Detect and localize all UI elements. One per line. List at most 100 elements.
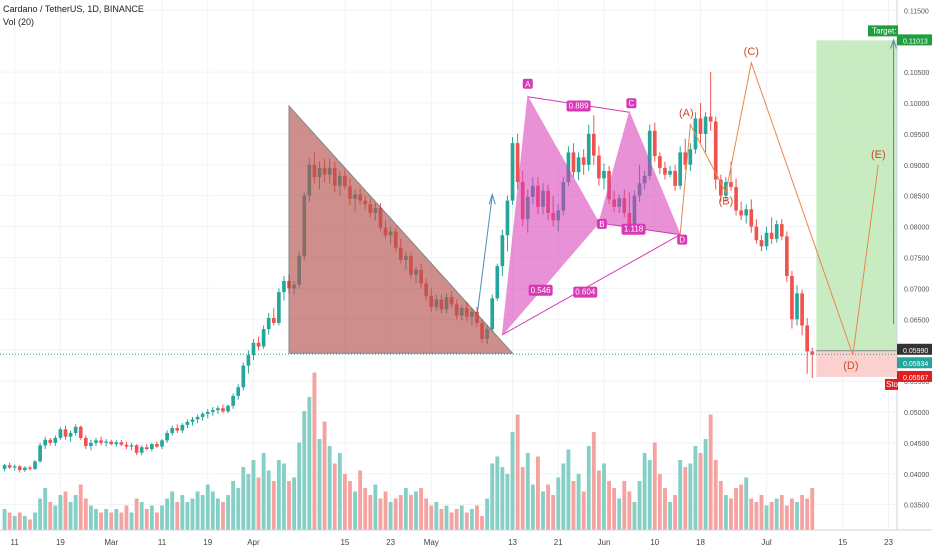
volume-bar — [22, 516, 27, 530]
volume-bar — [134, 498, 139, 530]
volume-bar — [790, 498, 794, 530]
volume-bar — [485, 498, 490, 530]
symbol-title[interactable]: Cardano / TetherUS, 1D, BINANCE — [3, 4, 144, 14]
volume-bar — [510, 432, 515, 530]
candle-body — [78, 426, 83, 438]
volume-bar — [160, 505, 164, 530]
volume-bar — [312, 372, 317, 530]
candle-body — [602, 170, 606, 179]
harmonic-pattern[interactable]: A B C D 0.889 1.118 0.546 0.604 — [501, 78, 688, 337]
volume-bar — [713, 460, 718, 530]
time-tick-label: Apr — [247, 538, 260, 547]
volume-bar — [282, 463, 286, 530]
volume-bar — [348, 481, 352, 530]
price-axis[interactable]: 0.11500 0.10500 0.10000 0.09500 0.09000 0.085… — [868, 0, 932, 550]
harmonic-point-label: B — [599, 220, 604, 229]
price-tick-label: 0.10500 — [904, 70, 929, 77]
harmonic-ratio-badge — [621, 223, 646, 235]
volume-bar — [515, 414, 520, 530]
volume-bar — [58, 495, 63, 530]
candle-body — [114, 442, 119, 445]
volume-bar — [475, 505, 479, 530]
wave-label: (A) — [679, 108, 694, 120]
candle-body — [779, 224, 784, 237]
time-tick-label: 23 — [884, 538, 893, 547]
volume-bar — [657, 474, 662, 530]
candle-body — [28, 467, 32, 469]
volume-bar — [612, 488, 617, 530]
volume-bar — [144, 509, 149, 530]
wave-drawing[interactable]: (A) (B) (C) (D) (E) — [679, 46, 886, 372]
position-zones[interactable] — [0, 38, 898, 377]
price-badge — [897, 34, 932, 46]
candle-body — [7, 465, 12, 468]
candle-body — [647, 130, 652, 176]
candle-body — [678, 152, 683, 186]
volume-bar — [83, 498, 88, 530]
volume-bar — [764, 505, 769, 530]
candle-body — [68, 432, 73, 437]
candle-body — [769, 232, 774, 239]
volume-bar — [439, 509, 444, 530]
volume-bar — [739, 484, 744, 530]
candle-body — [195, 416, 200, 420]
volume-bar — [480, 516, 484, 530]
volume-indicator-label[interactable]: Vol (20) — [3, 17, 35, 27]
candle-body — [226, 405, 230, 412]
candle-body — [495, 266, 500, 299]
candle-body — [713, 121, 718, 180]
candle-body — [652, 130, 657, 157]
candle-body — [749, 209, 754, 227]
volume-bar — [581, 491, 586, 530]
volume-bar — [673, 495, 678, 530]
volume-bar — [292, 477, 297, 530]
triangle-shape — [288, 104, 514, 354]
volume-bar — [779, 495, 784, 530]
candle-body — [12, 466, 17, 468]
volume-bars — [2, 372, 815, 530]
volume-bar — [591, 432, 596, 530]
volume-bar — [490, 463, 495, 530]
time-tick-label: 11 — [11, 538, 20, 547]
harmonic-point-label: D — [679, 236, 685, 245]
candle-body — [43, 439, 48, 446]
volume-bar — [759, 495, 764, 530]
harmonic-point-badge — [677, 234, 688, 245]
candle-body — [505, 200, 510, 236]
price-tick-label: 0.09000 — [904, 163, 929, 170]
triangle-drawing[interactable] — [288, 104, 514, 354]
stop-zone — [816, 350, 897, 377]
time-axis[interactable]: 11 19 Mar 11 19 Apr 15 23 May 13 21 Jun 10 18 Jul 15 23 — [0, 529, 932, 547]
volume-bar — [38, 498, 43, 530]
candle-body — [185, 421, 190, 425]
wave-label: (C) — [744, 46, 759, 58]
price-tick-label: 0.08000 — [904, 225, 929, 232]
volume-bar — [469, 509, 474, 530]
volume-bar — [398, 495, 403, 530]
harmonic-xd-line — [502, 234, 681, 336]
candle-body — [175, 428, 180, 431]
volume-bar — [495, 456, 500, 530]
volume-bar — [378, 498, 383, 530]
volume-bar — [28, 519, 32, 530]
volume-bar — [7, 512, 12, 530]
volume-bar — [693, 446, 698, 530]
candle-body — [576, 157, 581, 173]
volume-bar — [810, 488, 815, 530]
volume-bar — [607, 481, 611, 530]
volume-bar — [78, 484, 83, 530]
time-tick-label: 15 — [838, 538, 847, 547]
volume-bar — [561, 463, 566, 530]
volume-bar — [383, 491, 388, 530]
price-tick-label: 0.08500 — [904, 194, 929, 201]
candle-body — [155, 444, 159, 447]
volume-bar — [571, 481, 576, 530]
candle-body — [190, 419, 195, 422]
volume-bar — [246, 474, 251, 530]
candle-body — [83, 437, 88, 446]
volume-bar — [403, 488, 408, 530]
volume-bar — [596, 470, 601, 530]
harmonic-point-label: A — [525, 80, 531, 89]
